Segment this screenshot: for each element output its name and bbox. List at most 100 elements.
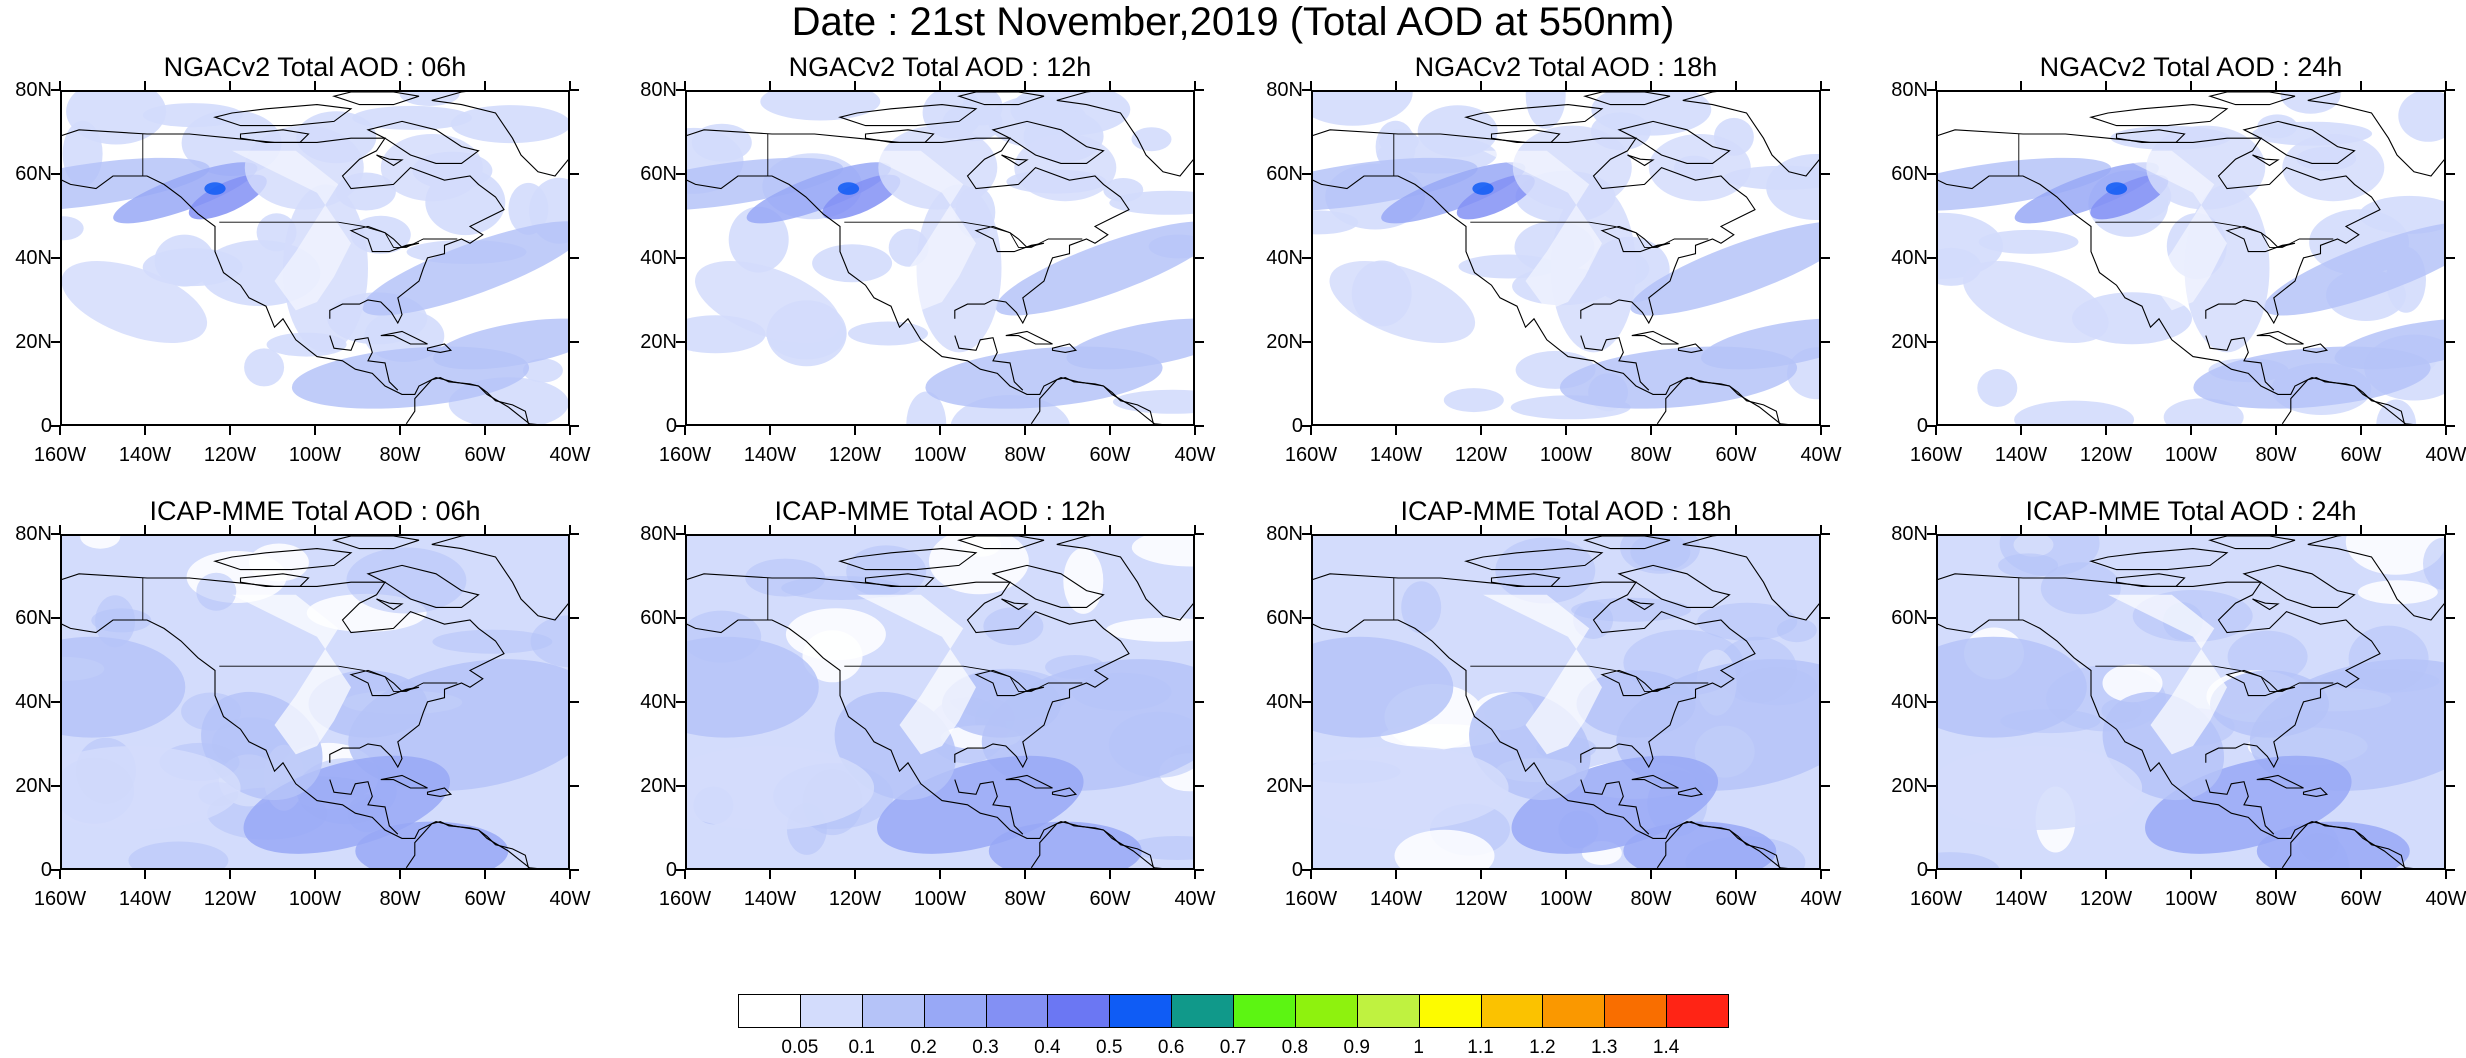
tick-mark <box>51 785 60 787</box>
panel-title: NGACv2 Total AOD : 18h <box>1414 52 1718 82</box>
country-border <box>844 665 1083 692</box>
tick-mark <box>1302 785 1311 787</box>
coastline <box>2089 548 2229 571</box>
lat-tick-label: 40N <box>1891 247 1928 269</box>
tick-mark <box>1565 870 1567 879</box>
tick-mark <box>1480 81 1482 90</box>
aod-patch <box>196 572 237 611</box>
tick-mark <box>1565 81 1567 90</box>
aod-feature <box>687 157 844 211</box>
coastline <box>1627 598 1655 611</box>
lat-tick-label: 60N <box>1266 607 1303 629</box>
lon-tick-label: 80W <box>1004 444 1046 466</box>
aod-patch <box>1127 836 1193 860</box>
aod-feature <box>188 174 267 220</box>
tick-mark <box>1109 426 1111 435</box>
colorbar-swatch <box>1171 994 1234 1028</box>
tick-mark <box>2105 426 2107 435</box>
lat-tick-label: 80N <box>15 523 52 545</box>
tick-mark <box>1024 81 1026 90</box>
country-border <box>219 221 458 248</box>
coastline <box>2256 330 2304 345</box>
coastline <box>426 343 453 353</box>
tick-mark <box>769 870 771 879</box>
aod-patch <box>1063 547 1104 614</box>
tick-mark <box>484 81 486 90</box>
tick-mark <box>1302 341 1311 343</box>
lat-tick-label: 40N <box>15 691 52 713</box>
lon-tick-label: 120W <box>1454 444 1508 466</box>
tick-mark <box>1302 533 1311 535</box>
coastline <box>376 154 404 167</box>
colorbar-swatch <box>1666 994 1729 1028</box>
lon-tick-label: 40W <box>2425 888 2466 910</box>
tick-mark <box>229 870 231 879</box>
lat-tick-label: 20N <box>15 331 52 353</box>
lat-tick-label: 80N <box>640 79 677 101</box>
tick-mark <box>484 426 486 435</box>
coastline <box>1490 573 1561 587</box>
colorbar-swatch <box>1356 994 1420 1028</box>
tick-mark <box>2020 525 2022 534</box>
aod-patch <box>142 103 243 128</box>
tick-mark <box>1109 870 1111 879</box>
lon-tick-label: 120W <box>2079 888 2133 910</box>
tick-mark <box>2360 426 2362 435</box>
aod-feature <box>1381 162 1526 224</box>
lon-tick-label: 60W <box>464 888 506 910</box>
tick-mark <box>59 870 61 879</box>
tick-mark <box>1024 426 1026 435</box>
coastline <box>1631 774 1679 789</box>
colorbar-label: 0.05 <box>781 1037 819 1058</box>
tick-mark <box>1927 785 1936 787</box>
lon-tick-label: 120W <box>828 444 882 466</box>
coastline <box>405 377 530 424</box>
aod-patch <box>2345 536 2444 575</box>
tick-mark <box>59 525 61 534</box>
tick-mark <box>314 426 316 435</box>
coastline <box>991 120 1105 164</box>
tick-mark <box>684 81 686 90</box>
aod-feature <box>2282 134 2385 202</box>
lon-tick-label: 120W <box>1454 888 1508 910</box>
lon-tick-label: 60W <box>464 444 506 466</box>
coastline <box>957 536 1045 550</box>
tick-mark <box>939 426 941 435</box>
clean-land-region <box>1483 150 1602 311</box>
clean-land-region <box>232 150 351 311</box>
tick-mark <box>2275 426 2277 435</box>
panel-title: ICAP-MME Total AOD : 06h <box>149 496 481 526</box>
aod-patch <box>906 391 947 424</box>
aod-map <box>687 536 1193 868</box>
tick-mark <box>570 341 579 343</box>
tick-mark <box>1927 341 1936 343</box>
lat-tick-label: 60N <box>640 607 677 629</box>
tick-mark <box>1821 701 1830 703</box>
aod-patch <box>1313 92 1413 126</box>
lat-tick-label: 20N <box>15 775 52 797</box>
coastline <box>1464 548 1604 571</box>
tick-mark <box>484 870 486 879</box>
aod-patch <box>2280 92 2341 114</box>
aod-feature <box>2014 162 2159 224</box>
tick-mark <box>1480 525 1482 534</box>
tick-mark <box>2446 869 2455 871</box>
tick-mark <box>1195 617 1204 619</box>
tick-mark <box>1927 869 1936 871</box>
aod-feature <box>1313 746 1509 830</box>
aod-feature <box>291 346 530 409</box>
aod-patch <box>346 547 467 614</box>
aod-feature <box>995 221 1193 316</box>
tick-mark <box>676 341 685 343</box>
coastline <box>1938 129 2381 325</box>
tick-mark <box>51 869 60 871</box>
lon-tick-label: 40W <box>2425 444 2466 466</box>
coastline <box>1051 787 1078 797</box>
coastline <box>2115 129 2186 143</box>
aod-feature <box>1472 182 1494 195</box>
tick-mark <box>684 870 686 879</box>
tick-mark <box>1302 701 1311 703</box>
aod-patch <box>530 615 568 668</box>
coastline <box>2281 377 2406 424</box>
coastline <box>376 598 404 611</box>
